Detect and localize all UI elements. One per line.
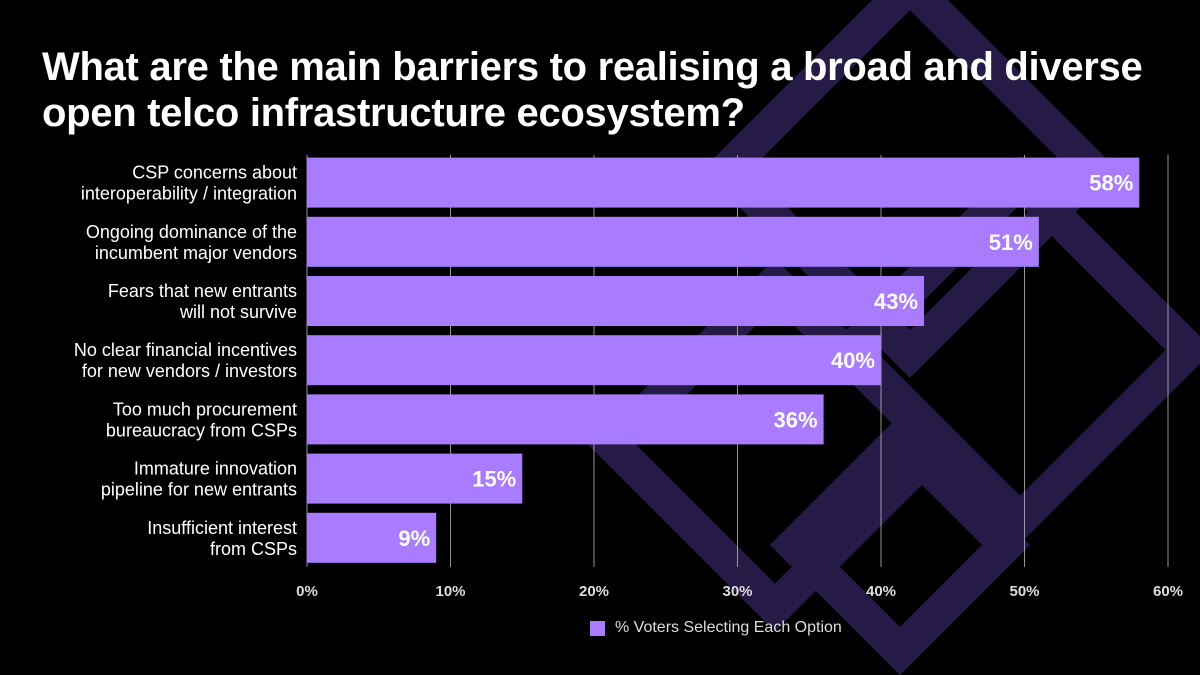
category-label: from CSPs [210, 539, 297, 559]
x-tick-label: 40% [866, 583, 896, 600]
x-tick-label: 0% [296, 583, 318, 600]
bar-value-label: 58% [1089, 171, 1133, 196]
category-label: Insufficient interest [147, 518, 297, 538]
category-label: Fears that new entrants [108, 281, 297, 301]
category-label: interoperability / integration [81, 184, 297, 204]
bar-value-label: 43% [874, 289, 918, 314]
x-tick-label: 50% [1009, 583, 1039, 600]
category-label: will not survive [179, 302, 297, 322]
bar-value-label: 9% [398, 526, 430, 551]
category-label: bureaucracy from CSPs [106, 420, 297, 440]
legend: % Voters Selecting Each Option [590, 619, 842, 637]
category-label: Immature innovation [134, 459, 297, 479]
category-label: incumbent major vendors [95, 243, 297, 263]
category-label: pipeline for new entrants [101, 480, 297, 500]
chart-title: What are the main barriers to realising … [42, 45, 1143, 135]
bar [307, 216, 1039, 267]
bar [307, 276, 925, 326]
bar [307, 394, 824, 445]
bar [307, 453, 523, 504]
category-label: Ongoing dominance of the [86, 222, 297, 242]
legend-label: % Voters Selecting Each Option [615, 619, 842, 636]
bar-value-label: 15% [472, 467, 516, 492]
x-tick-label: 60% [1153, 583, 1183, 600]
category-label: CSP concerns about [132, 163, 297, 183]
category-label: Too much procurement [113, 399, 297, 419]
bar-value-label: 40% [831, 348, 875, 373]
bar [307, 335, 881, 386]
bar [307, 512, 437, 563]
bar-value-label: 36% [774, 407, 818, 432]
bar [307, 157, 1140, 208]
x-tick-label: 20% [579, 583, 609, 600]
x-tick-label: 30% [722, 583, 752, 600]
bar-value-label: 51% [989, 230, 1033, 255]
legend-swatch [590, 620, 605, 636]
category-label: No clear financial incentives [74, 340, 297, 360]
x-tick-label: 10% [435, 583, 465, 600]
category-label: for new vendors / investors [82, 361, 297, 381]
